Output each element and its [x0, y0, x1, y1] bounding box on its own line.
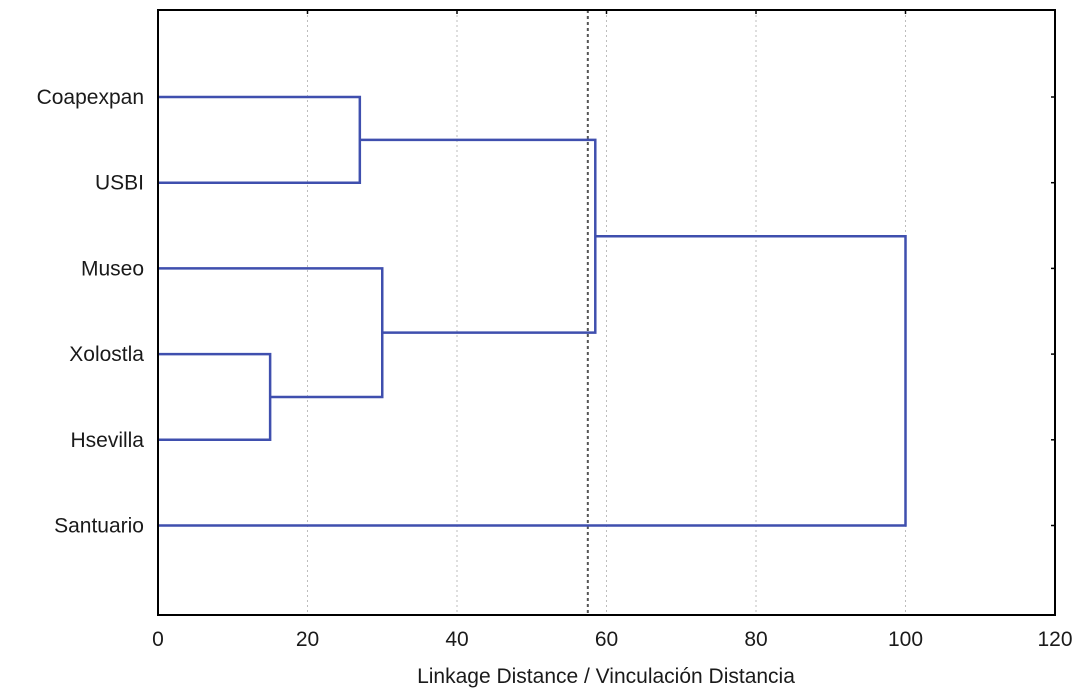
dendrogram-link [359, 138, 597, 334]
x-tick-label: 120 [1037, 628, 1072, 651]
dendrogram-link [158, 95, 362, 184]
dendrogram-links [158, 95, 907, 527]
x-tick-label: 20 [296, 628, 319, 651]
leaf-label: Santuario [54, 515, 144, 538]
leaf-label: Museo [81, 257, 144, 280]
dendrogram-link [158, 352, 272, 442]
x-tick-label: 40 [445, 628, 468, 651]
x-axis-title: Linkage Distance / Vinculación Distancia [417, 665, 795, 688]
x-tick-label: 80 [744, 628, 767, 651]
x-tick-label: 100 [888, 628, 923, 651]
leaf-label: Xolostla [69, 343, 144, 366]
dendrogram-link [158, 235, 907, 527]
x-tick-label: 60 [595, 628, 618, 651]
x-tick-labels: 0 20 40 60 80 100 120 [152, 628, 1072, 651]
leaf-labels: Coapexpan USBI Museo Xolostla Hsevilla Santua… [37, 86, 145, 538]
leaf-label: USBI [95, 172, 144, 195]
leaf-label: Coapexpan [37, 86, 144, 109]
frame-ticks [306, 10, 1055, 527]
grid-lines [307, 10, 906, 615]
x-tick-label: 0 [152, 628, 164, 651]
leaf-label: Hsevilla [70, 429, 144, 452]
